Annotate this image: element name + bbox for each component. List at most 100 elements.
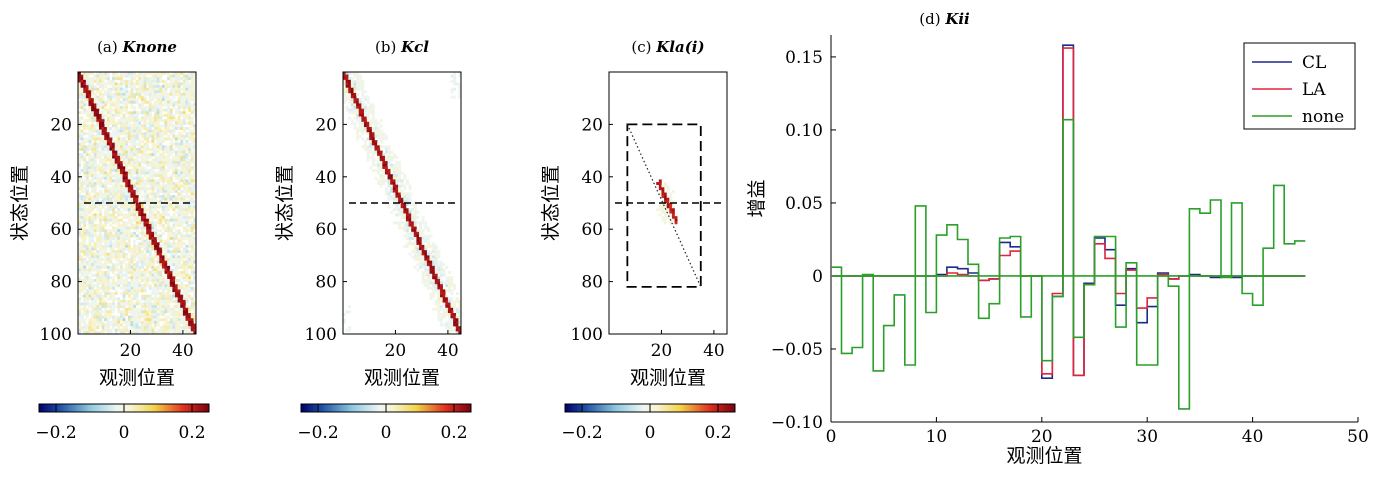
- heatmap-cell: [88, 158, 92, 162]
- heatmap-cell: [88, 216, 92, 220]
- heatmap-cell: [172, 318, 176, 322]
- heatmap-cell: [88, 289, 92, 293]
- heatmap-cell: [177, 273, 181, 277]
- heatmap-cell: [112, 147, 116, 151]
- heatmap-cell: [343, 87, 346, 91]
- heatmap-cell: [135, 116, 139, 120]
- heatmap-cell: [167, 92, 171, 96]
- heatmap-cell: [143, 168, 147, 172]
- heatmap-cell: [83, 237, 87, 240]
- heatmap-cell: [348, 108, 352, 112]
- heatmap-cell: [185, 315, 189, 319]
- heatmap-cell: [161, 286, 165, 290]
- heatmap-cell: [143, 189, 147, 193]
- heatmap-cell: [78, 111, 81, 115]
- heatmap-cell: [164, 258, 168, 261]
- heatmap-cell: [130, 268, 134, 272]
- heatmap-cell: [154, 163, 157, 167]
- heatmap-cell: [182, 278, 186, 282]
- heatmap-cell: [148, 171, 152, 175]
- heatmap-cell: [80, 250, 84, 254]
- heatmap-cell: [177, 119, 181, 123]
- heatmap-cell: [133, 297, 136, 301]
- heatmap-cell: [148, 210, 152, 214]
- heatmap-cell: [93, 187, 97, 191]
- heatmap-cell: [98, 168, 102, 172]
- heatmap-cell: [98, 140, 102, 144]
- heatmap-cell: [93, 192, 97, 196]
- heatmap-cell: [154, 127, 157, 130]
- heatmap-cell: [447, 284, 451, 288]
- heatmap-cell: [180, 87, 184, 91]
- heatmap-cell: [193, 313, 197, 316]
- heatmap-cell: [125, 307, 129, 311]
- heatmap-cell: [104, 82, 108, 86]
- heatmap-cell: [138, 82, 142, 86]
- heatmap-cell: [164, 307, 168, 311]
- heatmap-cell: [185, 192, 189, 196]
- heatmap-cell: [175, 171, 178, 175]
- heatmap-cell: [143, 205, 147, 209]
- heatmap-cell: [177, 221, 181, 225]
- heatmap-cell: [156, 237, 160, 240]
- heatmap-cell: [151, 247, 155, 251]
- heatmap-cell: [180, 299, 184, 303]
- heatmap-cell: [156, 90, 160, 94]
- heatmap-cell: [127, 310, 131, 314]
- heatmap-cell: [429, 297, 433, 301]
- heatmap-cell: [138, 140, 142, 144]
- heatmap-cell: [411, 234, 415, 238]
- heatmap-cell: [91, 195, 95, 199]
- heatmap-cell: [130, 150, 134, 154]
- heatmap-cell: [143, 326, 147, 330]
- heatmap-cell: [154, 239, 157, 243]
- heatmap-cell: [450, 74, 454, 78]
- heatmap-cell: [88, 90, 92, 94]
- heatmap-cell: [167, 129, 171, 133]
- heatmap-cell: [366, 113, 370, 117]
- heatmap-cell: [353, 72, 357, 75]
- heatmap-cell: [159, 155, 163, 159]
- heatmap-cell: [140, 200, 144, 204]
- heatmap-cell: [161, 189, 165, 193]
- heatmap-cell: [125, 132, 129, 136]
- heatmap-cell: [125, 310, 129, 314]
- heatmap-cell: [445, 278, 449, 282]
- heatmap-cell: [117, 155, 121, 159]
- heatmap-cell: [112, 119, 116, 123]
- heatmap-cell: [172, 328, 176, 332]
- heatmap-cell: [172, 166, 176, 170]
- heatmap-cell: [180, 302, 184, 306]
- heatmap-cell: [93, 216, 97, 220]
- heatmap-cell: [93, 158, 97, 162]
- heatmap-cell: [143, 268, 147, 272]
- heatmap-cell: [661, 216, 665, 220]
- heatmap-cell: [127, 197, 131, 201]
- heatmap-cell: [143, 77, 147, 81]
- heatmap-cell: [154, 182, 157, 185]
- heatmap-cell: [88, 82, 92, 86]
- heatmap-cell: [154, 111, 157, 115]
- heatmap-cell: [350, 121, 354, 125]
- heatmap-cell: [146, 216, 150, 220]
- heatmap-cell: [133, 171, 136, 175]
- heatmap-cell: [190, 213, 194, 217]
- heatmap-cell: [106, 318, 110, 322]
- heatmap-cell: [104, 163, 108, 167]
- heatmap-cell: [188, 305, 192, 309]
- heatmap-cell: [146, 100, 150, 104]
- heatmap-cell: [88, 294, 92, 298]
- heatmap-cell: [182, 326, 186, 330]
- heatmap-cell: [161, 155, 165, 159]
- heatmap-cell: [85, 137, 89, 141]
- heatmap-cell: [405, 218, 409, 222]
- heatmap-cell: [156, 299, 160, 303]
- heatmap-cell: [405, 182, 409, 185]
- heatmap-cell: [151, 258, 155, 261]
- heatmap-cell: [455, 318, 459, 322]
- heatmap-cell: [161, 210, 165, 214]
- heatmap-cell: [177, 142, 181, 146]
- heatmap-cell: [172, 323, 176, 327]
- heatmap-cell: [135, 302, 139, 306]
- heatmap-cell: [398, 195, 401, 199]
